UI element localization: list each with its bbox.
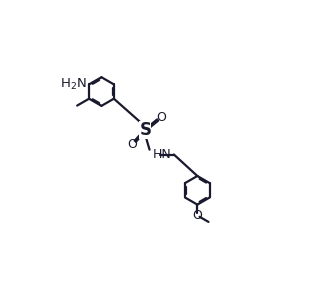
Text: H$_2$N: H$_2$N (60, 77, 87, 92)
Text: O: O (156, 111, 166, 124)
Text: HN: HN (153, 148, 171, 161)
Text: S: S (139, 121, 151, 139)
Text: O: O (192, 209, 202, 222)
Text: O: O (127, 138, 137, 151)
